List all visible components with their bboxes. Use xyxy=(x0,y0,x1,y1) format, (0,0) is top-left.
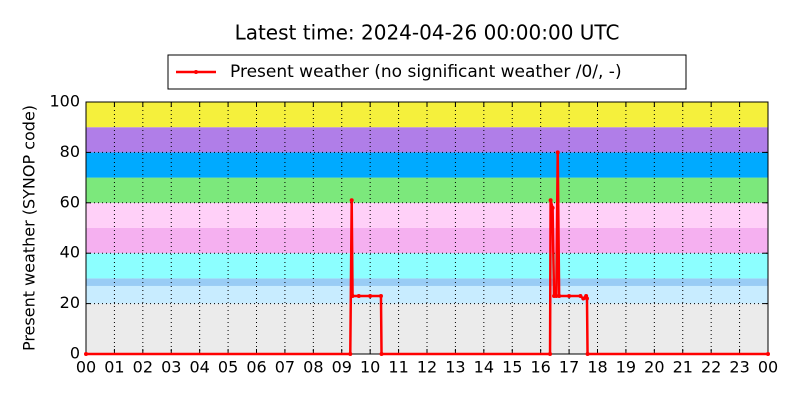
x-tick-label: 04 xyxy=(189,358,209,377)
x-tick-label: 00 xyxy=(76,358,96,377)
x-tick-label: 09 xyxy=(332,358,352,377)
background-band xyxy=(86,228,768,254)
x-tick-label: 08 xyxy=(303,358,323,377)
chart-title: Latest time: 2024-04-26 00:00:00 UTC xyxy=(235,21,620,45)
data-point xyxy=(548,198,553,203)
data-point xyxy=(766,352,770,356)
data-point xyxy=(550,205,555,210)
x-tick-label: 05 xyxy=(218,358,238,377)
x-tick-label: 07 xyxy=(275,358,295,377)
x-tick-label: 01 xyxy=(104,358,124,377)
data-point xyxy=(555,150,560,155)
legend-label: Present weather (no significant weather … xyxy=(230,62,622,82)
legend-marker xyxy=(194,70,198,74)
y-tick-label: 60 xyxy=(60,192,80,211)
data-point xyxy=(567,294,572,299)
data-point xyxy=(548,352,553,356)
x-tick-label: 19 xyxy=(616,358,636,377)
x-tick-label: 15 xyxy=(502,358,522,377)
x-tick-label: 22 xyxy=(701,358,721,377)
y-tick-label: 20 xyxy=(60,293,80,312)
legend-box xyxy=(167,54,687,90)
x-tick-label: 17 xyxy=(559,358,579,377)
y-tick-label: 80 xyxy=(60,142,80,161)
data-point xyxy=(584,296,589,301)
y-tick-label: 100 xyxy=(49,92,80,111)
x-tick-label: 10 xyxy=(360,358,380,377)
x-tick-label: 03 xyxy=(161,358,181,377)
y-axis-label: Present weather (SYNOP code) xyxy=(20,105,39,351)
x-tick-label: 16 xyxy=(530,358,550,377)
x-tick-label: 14 xyxy=(474,358,494,377)
x-tick-label: 23 xyxy=(729,358,749,377)
data-point xyxy=(554,294,559,299)
data-point xyxy=(557,294,562,299)
data-point xyxy=(378,294,383,299)
x-tick-label: 20 xyxy=(644,358,664,377)
y-tick-label: 0 xyxy=(70,344,80,363)
background-band xyxy=(86,303,768,354)
x-tick-label: 12 xyxy=(417,358,437,377)
data-point xyxy=(350,294,355,299)
x-tick-label: 06 xyxy=(246,358,266,377)
background-band xyxy=(86,127,768,153)
background-band xyxy=(86,152,768,178)
x-tick-label: 13 xyxy=(445,358,465,377)
data-point xyxy=(368,294,373,299)
data-point xyxy=(356,294,361,299)
data-point xyxy=(578,294,583,299)
x-tick-label: 11 xyxy=(388,358,408,377)
y-tick-label: 40 xyxy=(60,243,80,262)
x-tick-label: 18 xyxy=(587,358,607,377)
data-point xyxy=(379,352,384,356)
x-tick-label: 21 xyxy=(673,358,693,377)
data-point xyxy=(581,296,586,301)
data-point xyxy=(349,198,354,203)
x-tick-label: 02 xyxy=(133,358,153,377)
data-point xyxy=(348,352,353,356)
data-point xyxy=(585,352,590,356)
data-point xyxy=(84,352,88,356)
x-tick-label: 00 xyxy=(758,358,778,377)
